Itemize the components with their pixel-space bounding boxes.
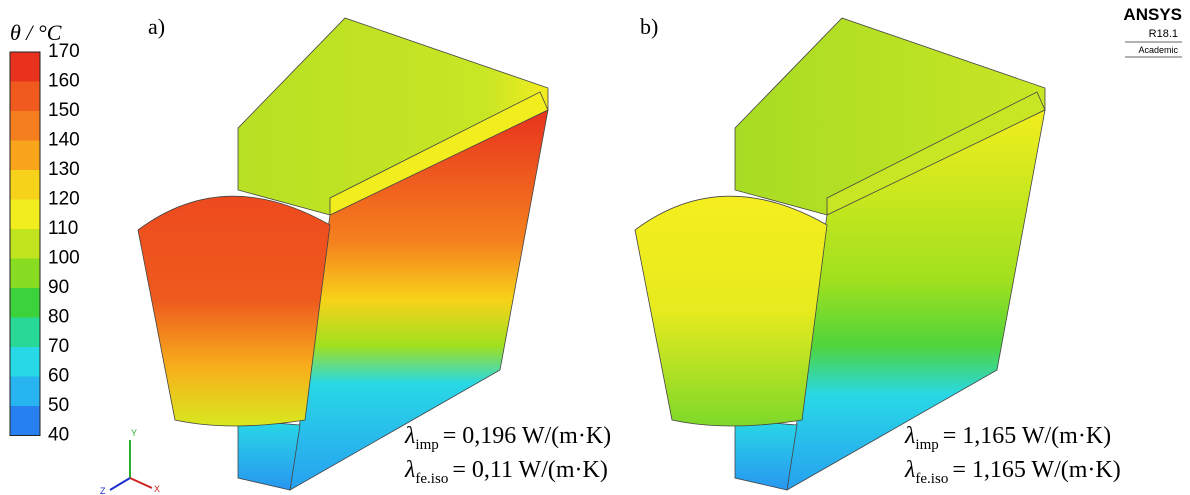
formula-text: = 0,11 W/(m·K) <box>452 457 608 483</box>
colorbar-tick-label: 160 <box>48 71 80 92</box>
colorbar-band <box>10 229 40 259</box>
formula: λfe.iso= 1,165 W/(m·K) <box>904 457 1121 487</box>
logo-name: ANSYS <box>1123 5 1182 24</box>
model-b <box>635 18 1045 490</box>
colorbar-tick-label: 120 <box>48 189 80 210</box>
colorbar-tick-label: 100 <box>48 248 80 269</box>
panel-label: b) <box>640 14 658 39</box>
formula-text: = 1,165 W/(m·K) <box>943 423 1111 449</box>
colorbar-tick-label: 90 <box>48 277 69 298</box>
logo-version: R18.1 <box>1149 28 1178 40</box>
formula-symbol: λ <box>904 423 915 449</box>
panel-label: a) <box>148 14 165 39</box>
colorbar-tick-label: 140 <box>48 130 80 151</box>
colorbar-tick-label: 80 <box>48 307 69 328</box>
formula-text: = 1,165 W/(m·K) <box>952 457 1120 483</box>
colorbar-band <box>10 377 40 407</box>
colorbar-tick-label: 170 <box>48 41 80 62</box>
model-a <box>138 18 548 490</box>
formula-subscript: fe.iso <box>415 471 448 487</box>
axes-triad: Y X Z <box>100 428 160 495</box>
formula: λimp = 0,196 W/(m·K) <box>404 423 611 453</box>
colorbar-tick-label: 150 <box>48 100 80 121</box>
colorbar-band <box>10 82 40 112</box>
colorbar-band <box>10 406 40 436</box>
formula-subscript: imp <box>415 437 438 453</box>
colorbar-tick-label: 50 <box>48 395 69 416</box>
colorbar-band <box>10 347 40 377</box>
logo-license: Academic <box>1138 45 1178 55</box>
colorbar-band <box>10 200 40 230</box>
formula-symbol: λ <box>404 423 415 449</box>
colorbar-band <box>10 170 40 200</box>
colorbar: 170 160 150 140 130 120 110 100 90 80 70 60 50 40 <box>10 41 80 446</box>
figure: θ / °C 170160150140130120110100908070605… <box>0 0 1190 495</box>
formula-subscript: imp <box>915 437 938 453</box>
colorbar-tick-label: 130 <box>48 159 80 180</box>
axis-label: Z <box>100 486 106 495</box>
colorbar-band <box>10 111 40 141</box>
colorbar-band <box>10 318 40 348</box>
colorbar-band <box>10 288 40 318</box>
formula-symbol: λ <box>404 457 415 483</box>
colorbar-tick-label: 70 <box>48 336 69 357</box>
formula-symbol: λ <box>904 457 915 483</box>
formula-text: = 0,196 W/(m·K) <box>443 423 611 449</box>
colorbar-band <box>10 52 40 82</box>
colorbar-tick-label: 60 <box>48 366 69 387</box>
axis-label: Y <box>131 428 137 438</box>
axis-label: X <box>154 484 160 494</box>
colorbar-tick-label: 40 <box>48 425 69 446</box>
formula: λimp = 1,165 W/(m·K) <box>904 423 1111 453</box>
formula-subscript: fe.iso <box>915 471 948 487</box>
colorbar-band <box>10 141 40 171</box>
colorbar-tick-label: 110 <box>48 218 78 239</box>
colorbar-band <box>10 259 40 289</box>
formula: λfe.iso= 0,11 W/(m·K) <box>404 457 608 487</box>
